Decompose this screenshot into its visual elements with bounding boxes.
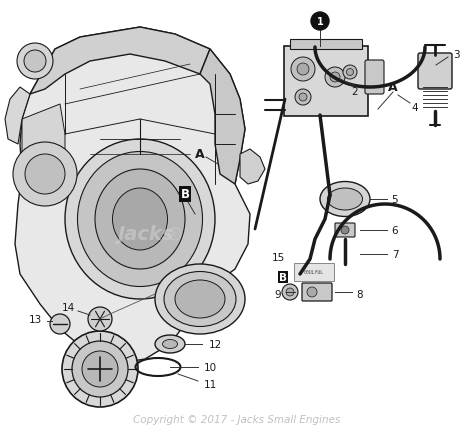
Circle shape (13, 143, 77, 206)
Circle shape (82, 351, 118, 387)
Polygon shape (30, 28, 210, 95)
Circle shape (24, 51, 46, 73)
Polygon shape (5, 88, 30, 144)
Text: 8: 8 (357, 289, 363, 299)
Text: ®: ® (172, 231, 179, 237)
Text: 4: 4 (412, 103, 419, 113)
Text: 1: 1 (317, 17, 323, 27)
Ellipse shape (155, 264, 245, 334)
Text: 14: 14 (61, 302, 74, 312)
Text: 10: 10 (203, 362, 217, 372)
Polygon shape (15, 28, 250, 364)
FancyBboxPatch shape (365, 61, 384, 95)
Text: 00ULfUL: 00ULfUL (304, 270, 324, 275)
FancyBboxPatch shape (302, 283, 332, 301)
Circle shape (286, 289, 294, 296)
FancyBboxPatch shape (284, 47, 368, 117)
Ellipse shape (163, 340, 177, 349)
Text: 2: 2 (352, 87, 358, 97)
Ellipse shape (155, 335, 185, 353)
FancyBboxPatch shape (335, 224, 355, 237)
Ellipse shape (175, 280, 225, 318)
Ellipse shape (164, 272, 236, 327)
Circle shape (346, 69, 354, 76)
Circle shape (307, 287, 317, 297)
Circle shape (50, 314, 70, 334)
Text: 13: 13 (28, 314, 42, 324)
Text: 7: 7 (392, 249, 398, 259)
Ellipse shape (328, 189, 363, 211)
Text: Copyright © 2017 - Jacks Small Engines: Copyright © 2017 - Jacks Small Engines (133, 414, 341, 424)
Bar (290, 40, 362, 50)
Circle shape (25, 155, 65, 194)
Text: 5: 5 (392, 194, 398, 205)
Text: 11: 11 (203, 379, 217, 389)
Ellipse shape (65, 140, 215, 299)
FancyBboxPatch shape (294, 264, 334, 281)
FancyBboxPatch shape (418, 54, 452, 90)
Ellipse shape (78, 152, 202, 287)
Text: 6: 6 (392, 225, 398, 236)
Text: 15: 15 (272, 252, 284, 262)
Circle shape (297, 64, 309, 76)
Text: 3: 3 (453, 50, 459, 60)
Circle shape (282, 284, 298, 300)
Text: A: A (388, 80, 398, 93)
Circle shape (299, 94, 307, 102)
Ellipse shape (320, 182, 370, 217)
Circle shape (291, 58, 315, 82)
Polygon shape (200, 50, 245, 184)
Text: A: A (195, 148, 205, 161)
Ellipse shape (112, 189, 167, 250)
Text: 12: 12 (209, 339, 222, 349)
Circle shape (295, 90, 311, 106)
Text: 9: 9 (275, 289, 281, 299)
Circle shape (311, 13, 329, 31)
Circle shape (330, 73, 340, 83)
Ellipse shape (95, 169, 185, 269)
Circle shape (325, 68, 345, 88)
Text: B: B (181, 188, 190, 201)
Circle shape (343, 66, 357, 80)
Circle shape (62, 331, 138, 407)
Circle shape (72, 341, 128, 397)
Text: Jacks: Jacks (117, 225, 173, 244)
Circle shape (341, 227, 349, 234)
Circle shape (17, 44, 53, 80)
Text: B: B (279, 272, 287, 283)
Circle shape (88, 307, 112, 331)
Polygon shape (240, 150, 265, 184)
Polygon shape (22, 105, 65, 180)
